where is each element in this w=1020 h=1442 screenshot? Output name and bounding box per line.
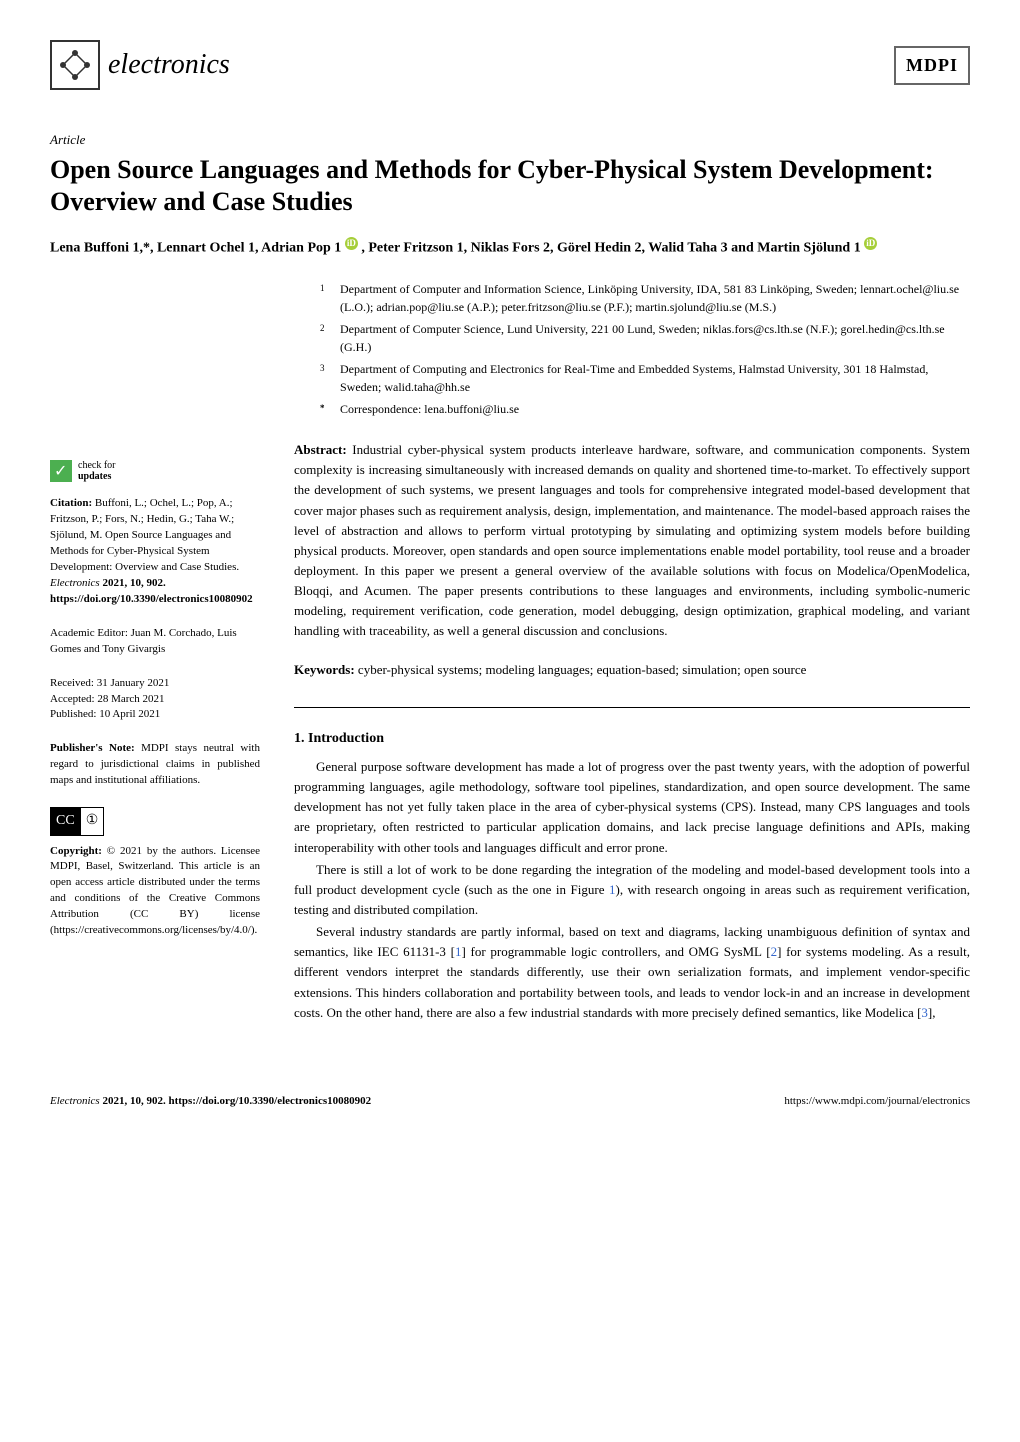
affil-text: Department of Computing and Electronics …	[340, 360, 970, 396]
published-date: Published: 10 April 2021	[50, 707, 260, 723]
check-icon	[50, 460, 72, 482]
affiliations-list: 1 Department of Computer and Information…	[294, 280, 970, 418]
paragraph: There is still a lot of work to be done …	[294, 860, 970, 920]
affiliation-item: 2 Department of Computer Science, Lund U…	[320, 320, 970, 356]
abstract-text: Industrial cyber-physical system product…	[294, 442, 970, 638]
check-updates-text: check for updates	[78, 460, 115, 482]
abstract: Abstract: Industrial cyber-physical syst…	[294, 440, 970, 641]
affiliation-item: 3 Department of Computing and Electronic…	[320, 360, 970, 396]
received-date: Received: 31 January 2021	[50, 676, 260, 692]
check-updates-badge[interactable]: check for updates	[50, 460, 260, 482]
corr-text: Correspondence: lena.buffoni@liu.se	[340, 400, 519, 418]
editor-label: Academic Editor:	[50, 627, 131, 639]
keywords: Keywords: cyber-physical systems; modeli…	[294, 660, 970, 680]
footer-left: Electronics 2021, 10, 902. https://doi.o…	[50, 1093, 371, 1110]
note-label: Publisher's Note:	[50, 742, 135, 754]
section-divider	[294, 707, 970, 708]
page-header: electronics MDPI	[50, 40, 970, 90]
publisher-logo: MDPI	[894, 46, 970, 85]
journal-icon	[50, 40, 100, 90]
journal-name: electronics	[108, 44, 230, 86]
orcid-icon[interactable]: iD	[345, 237, 358, 250]
article-title: Open Source Languages and Methods for Cy…	[50, 154, 970, 219]
editor-block: Academic Editor: Juan M. Corchado, Luis …	[50, 626, 260, 658]
copyright-block: Copyright: © 2021 by the authors. Licens…	[50, 844, 260, 940]
cc-license-badge[interactable]: CC ①	[50, 807, 104, 835]
citation-label: Citation:	[50, 497, 92, 509]
accepted-date: Accepted: 28 March 2021	[50, 692, 260, 708]
correspondence-item: * Correspondence: lena.buffoni@liu.se	[320, 400, 970, 418]
affil-marker: 2	[320, 320, 330, 356]
copyright-label: Copyright:	[50, 845, 102, 857]
affiliation-item: 1 Department of Computer and Information…	[320, 280, 970, 316]
main-content: 1 Department of Computer and Information…	[294, 280, 970, 1025]
authors-list: Lena Buffoni 1,*, Lennart Ochel 1, Adria…	[50, 237, 970, 259]
citation-journal: Electronics	[50, 577, 100, 589]
dates-block: Received: 31 January 2021 Accepted: 28 M…	[50, 676, 260, 724]
by-icon: ①	[81, 808, 104, 834]
authors-part2: , Peter Fritzson 1, Niklas Fors 2, Görel…	[361, 240, 860, 255]
paragraph: General purpose software development has…	[294, 757, 970, 858]
footer-journal: Electronics	[50, 1095, 100, 1107]
keywords-text: cyber-physical systems; modeling languag…	[355, 662, 807, 677]
footer-url[interactable]: https://www.mdpi.com/journal/electronics	[784, 1093, 970, 1110]
authors-part1: Lena Buffoni 1,*, Lennart Ochel 1, Adria…	[50, 240, 341, 255]
affil-marker: 3	[320, 360, 330, 396]
footer-citation: 2021, 10, 902. https://doi.org/10.3390/e…	[100, 1095, 371, 1107]
journal-logo: electronics	[50, 40, 230, 90]
page-footer: Electronics 2021, 10, 902. https://doi.o…	[50, 1085, 970, 1110]
orcid-icon[interactable]: iD	[864, 237, 877, 250]
keywords-label: Keywords:	[294, 662, 355, 677]
citation-block: Citation: Buffoni, L.; Ochel, L.; Pop, A…	[50, 496, 260, 608]
affil-text: Department of Computer Science, Lund Uni…	[340, 320, 970, 356]
affil-marker: 1	[320, 280, 330, 316]
paragraph: Several industry standards are partly in…	[294, 922, 970, 1023]
section-heading: 1. Introduction	[294, 728, 970, 749]
copyright-text: © 2021 by the authors. Licensee MDPI, Ba…	[50, 845, 260, 937]
publisher-note-block: Publisher's Note: MDPI stays neutral wit…	[50, 741, 260, 789]
cc-icon: CC	[51, 808, 81, 834]
sidebar: check for updates Citation: Buffoni, L.;…	[50, 280, 260, 1025]
affil-text: Department of Computer and Information S…	[340, 280, 970, 316]
corr-marker: *	[320, 400, 330, 418]
article-type: Article	[50, 130, 970, 150]
abstract-label: Abstract:	[294, 442, 347, 457]
